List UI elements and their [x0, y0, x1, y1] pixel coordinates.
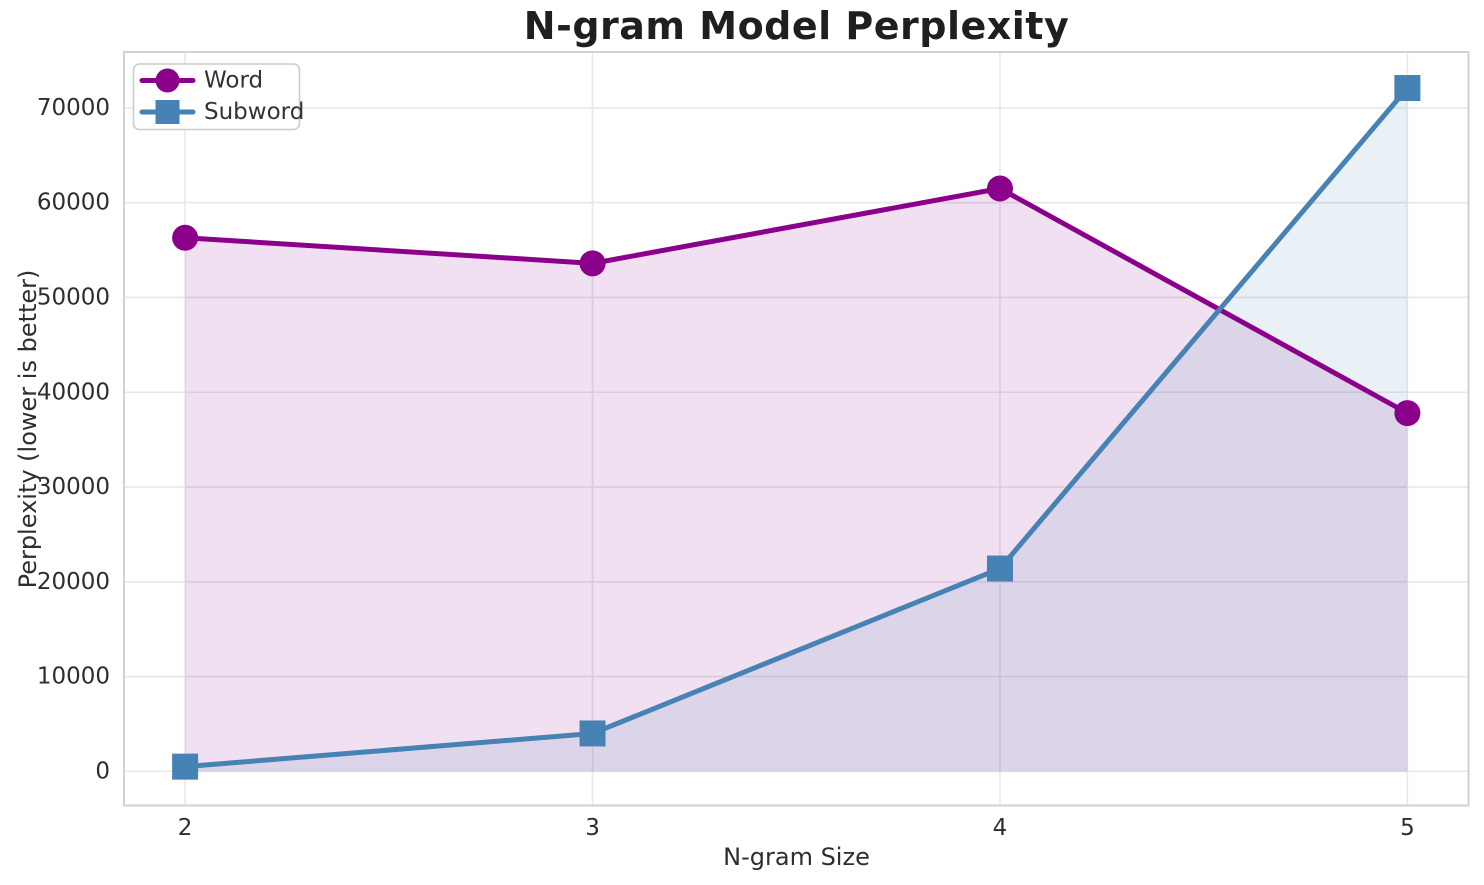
y-tick-label: 40000	[37, 379, 110, 405]
legend-marker-square	[155, 100, 180, 124]
y-tick-label: 60000	[37, 190, 110, 216]
x-tick-labels: 2 3 4 5	[178, 815, 1415, 841]
y-tick-label: 30000	[37, 474, 110, 500]
y-tick-label: 20000	[37, 569, 110, 595]
y-tick-labels: 0 10000 20000 30000 40000 50000 60000 70000	[37, 95, 110, 784]
markers-word	[172, 175, 1421, 427]
legend-label-word: Word	[204, 68, 263, 94]
area-word	[185, 188, 1408, 772]
gridlines	[124, 52, 1469, 806]
plot-border	[123, 51, 1470, 807]
line-word	[182, 185, 1410, 416]
line-subword	[182, 85, 1410, 770]
x-tick-label: 3	[585, 815, 600, 841]
data-point	[172, 224, 199, 251]
markers-subword	[172, 75, 1421, 780]
x-tick-label: 2	[178, 815, 193, 841]
data-point	[986, 175, 1013, 202]
x-axis-label: N-gram Size	[723, 843, 870, 871]
y-tick-label: 10000	[37, 664, 110, 690]
x-tick-label: 5	[1400, 815, 1415, 841]
data-point	[579, 720, 606, 747]
chart-title: N-gram Model Perplexity	[523, 4, 1070, 48]
y-axis-label: Perplexity (lower is better)	[14, 269, 42, 589]
legend: Word Subword	[132, 63, 304, 131]
area-subword	[185, 88, 1408, 772]
data-point	[986, 555, 1013, 582]
y-tick-label: 70000	[37, 95, 110, 121]
data-point	[579, 250, 606, 277]
x-tick-label: 4	[993, 815, 1008, 841]
data-point	[1394, 75, 1421, 102]
data-point	[1394, 400, 1421, 427]
legend-label-subword: Subword	[204, 99, 304, 125]
data-point	[172, 753, 199, 780]
legend-marker-circle	[155, 68, 180, 93]
y-tick-label: 0	[95, 758, 110, 784]
y-tick-label: 50000	[37, 284, 110, 310]
